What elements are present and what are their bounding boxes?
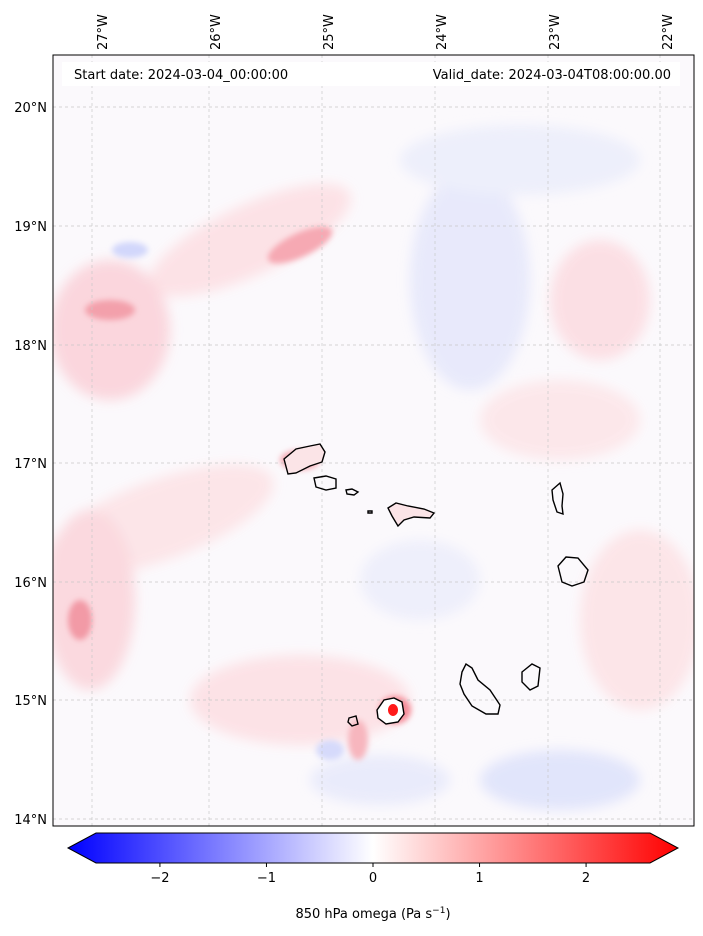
latitude-tick: 18°N [14,339,47,354]
fogo-summit-highlight [386,702,400,718]
latitude-tick: 15°N [14,694,47,709]
latitude-tick: 14°N [14,813,47,828]
latitude-tick: 19°N [14,220,47,235]
island-boa-vista [557,556,589,587]
colorbar-body [66,832,680,864]
colorbar-title: 850 hPa omega (Pa s−1) [295,906,450,922]
omega-field [53,125,694,810]
longitude-tick: 26°W [209,14,224,50]
island-santo-antao [283,443,326,475]
island-maio [521,663,541,691]
map-frame [52,54,695,827]
island-sal [551,481,564,516]
field-label-exponent: −1 [432,906,445,916]
colorbar-tick-label: 0 [369,871,377,886]
longitude-tick: 23°W [548,14,563,50]
latitude-tick: 16°N [14,576,47,591]
island-santiago [459,662,501,715]
island-brava [347,715,359,727]
date-banner [62,62,680,86]
colorbar: −2 −1 0 1 2 [66,832,680,886]
latitude-ticks: 20°N 19°N 18°N 17°N 16°N 15°N 14°N [14,101,47,828]
island-sao-nicolau [387,502,436,528]
colorbar-tick-label: 1 [475,871,483,886]
colorbar-tick-label: −2 [150,871,169,886]
map-panel: Start date: 2024-03-04_00:00:00 Valid_da… [52,54,695,827]
colorbar-tick-label: 2 [582,871,590,886]
colorbar-ticks: −2 −1 0 1 2 [150,863,590,886]
start-date-label: Start date: 2024-03-04_00:00:00 [74,68,288,83]
longitude-tick: 27°W [96,14,111,50]
valid-date-label: Valid_date: 2024-03-04T08:00:00.00 [433,68,671,83]
island-santa-luzia [345,488,360,496]
longitude-tick: 24°W [435,14,450,50]
island-sao-vicente [313,475,337,491]
longitude-tick: 22°W [661,14,676,50]
field-label: 850 hPa omega (Pa s [295,907,432,922]
field-label-end: ) [445,907,450,922]
latitude-tick: 20°N [14,101,47,116]
latitude-tick: 17°N [14,457,47,472]
longitude-ticks: 27°W 26°W 25°W 24°W 23°W 22°W [96,14,676,50]
colorbar-tick-label: −1 [257,871,276,886]
longitude-tick: 25°W [322,14,337,50]
gridlines [53,55,694,826]
island-raso [367,510,373,514]
